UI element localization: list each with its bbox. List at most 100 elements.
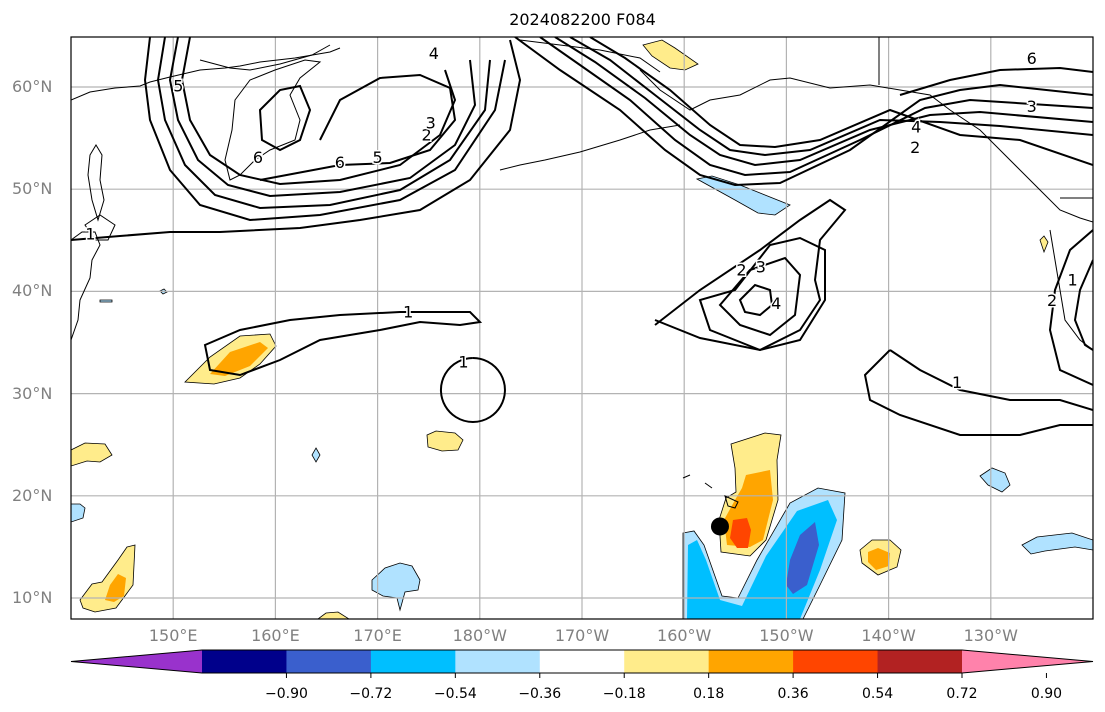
coastline-asia bbox=[71, 47, 341, 101]
contour-5-west bbox=[180, 37, 457, 186]
contour-2-coast bbox=[1073, 259, 1093, 351]
negative-anomaly-mid bbox=[371, 562, 421, 612]
lat-tick-label: 50°N bbox=[12, 179, 53, 199]
colorbar-tick-label: −0.72 bbox=[349, 686, 393, 702]
contour-2-mid bbox=[698, 236, 826, 352]
positive-anomaly-sw-core bbox=[105, 574, 126, 602]
contour-band-3 bbox=[554, 37, 1093, 167]
contour-4-mid bbox=[738, 283, 774, 317]
contour-label: 2 bbox=[1047, 291, 1057, 310]
lon-tick-label: 160°E bbox=[251, 626, 300, 645]
contour-1-east bbox=[863, 349, 1093, 436]
lat-tick-label: 10°N bbox=[12, 588, 53, 607]
contour-label: 1 bbox=[1067, 271, 1077, 290]
lon-tick-label: 170°E bbox=[353, 626, 402, 645]
colorbar-tick-label: 0.90 bbox=[1030, 686, 1063, 702]
contour-label: 3 bbox=[1027, 97, 1037, 116]
lon-tick-label: 170°W bbox=[554, 626, 610, 645]
contour-label: 4 bbox=[911, 117, 921, 136]
contour-label: 4 bbox=[429, 44, 439, 63]
contour-1-west bbox=[71, 39, 522, 241]
map-title: 2024082200 F084 bbox=[509, 10, 656, 29]
coastline-sakhalin bbox=[87, 144, 105, 222]
positive-anomaly-bottom bbox=[317, 611, 350, 619]
contour-1-jet bbox=[203, 311, 483, 377]
contour-label: 1 bbox=[403, 302, 413, 321]
lat-tick-label: 60°N bbox=[12, 77, 53, 96]
contour-3-mid bbox=[718, 256, 802, 337]
colorbar-extend-min bbox=[71, 650, 202, 673]
coastline-kamchatka bbox=[224, 59, 322, 181]
negative-anomaly-left bbox=[71, 503, 86, 523]
contour-label: 1 bbox=[458, 352, 468, 371]
contour-band-4 bbox=[569, 37, 1093, 157]
graticule bbox=[71, 37, 1093, 619]
colorbar-tick-label: 0.36 bbox=[777, 686, 809, 702]
colorbar-tick-label: −0.36 bbox=[518, 686, 562, 702]
contour-label: 2 bbox=[910, 138, 920, 157]
colorbar-segment bbox=[708, 650, 794, 673]
coastline-aleutians bbox=[499, 124, 681, 171]
positive-anomaly-left-edge bbox=[71, 442, 113, 467]
contour-label: 5 bbox=[173, 77, 183, 96]
negative-anomaly-east-small bbox=[979, 467, 1011, 493]
colorbar-segment bbox=[286, 650, 372, 673]
colorbar-outline bbox=[70, 649, 1094, 674]
coastline-hawaii bbox=[682, 474, 739, 509]
colorbar-segment bbox=[455, 650, 541, 673]
contour-5-ring bbox=[258, 84, 312, 152]
colorbar-extend-max bbox=[962, 650, 1093, 673]
lon-tick-label: 140°W bbox=[861, 626, 916, 645]
negative-anomaly-gulf bbox=[695, 175, 791, 216]
contour-3-west bbox=[156, 37, 491, 210]
colorbar-segment bbox=[877, 650, 963, 673]
contour-4-west bbox=[168, 37, 477, 198]
negative-anomaly-east-elong bbox=[1021, 532, 1093, 555]
negative-anomaly-south-core bbox=[786, 522, 819, 594]
contour-label: 6 bbox=[335, 153, 345, 172]
contour-6-west bbox=[259, 73, 457, 181]
colorbar-segment bbox=[539, 650, 625, 673]
contour-label: 2 bbox=[736, 260, 746, 279]
positive-anomaly-coast bbox=[1039, 235, 1049, 254]
contour-label: 1 bbox=[952, 373, 962, 392]
lon-tick-label: 180°W bbox=[452, 626, 507, 645]
contour-label: 2 bbox=[422, 126, 432, 145]
colorbar-tick-label: 0.18 bbox=[693, 686, 725, 702]
contour-band-5 bbox=[589, 37, 1093, 166]
contour-band-1 bbox=[514, 37, 1093, 187]
contour-label: 6 bbox=[1027, 49, 1037, 68]
contour-label: 3 bbox=[426, 113, 436, 132]
contour-label: 4 bbox=[771, 294, 781, 313]
contour-lines bbox=[71, 37, 1093, 436]
negative-anomaly-diamond bbox=[311, 447, 321, 463]
colorbar-segment bbox=[793, 650, 879, 673]
contour-label: 3 bbox=[756, 257, 766, 276]
contour-6-east bbox=[899, 66, 1093, 96]
colorbar bbox=[70, 649, 1094, 678]
colorbar-segment bbox=[624, 650, 710, 673]
contour-label: 5 bbox=[373, 148, 383, 167]
contour-label: 6 bbox=[253, 148, 263, 167]
positive-anomaly-east-core bbox=[868, 548, 890, 570]
colorbar-segment bbox=[370, 650, 456, 673]
contour-label: 1 bbox=[85, 225, 95, 244]
contour-2-west bbox=[143, 37, 506, 222]
lon-tick-label: 150°E bbox=[148, 626, 198, 645]
colorbar-segment bbox=[202, 650, 287, 673]
colorbar-tick-label: 0.54 bbox=[861, 686, 894, 702]
lat-tick-label: 20°N bbox=[12, 485, 53, 505]
coastline-north-america bbox=[1049, 229, 1093, 351]
positive-anomaly-hawaii-peak bbox=[730, 518, 751, 548]
contour-1-coast bbox=[1048, 229, 1093, 386]
contour-band-2 bbox=[539, 37, 1093, 177]
storm-center-marker bbox=[710, 517, 729, 536]
coastline-japan bbox=[71, 231, 101, 341]
colorbar-tick-label: −0.18 bbox=[602, 686, 646, 702]
colorbar-tick-label: 0.72 bbox=[946, 686, 978, 702]
lat-tick-label: 30°N bbox=[12, 383, 53, 403]
map-frame bbox=[70, 36, 1094, 620]
coastline-bering bbox=[519, 39, 661, 73]
coastlines bbox=[71, 37, 1093, 509]
